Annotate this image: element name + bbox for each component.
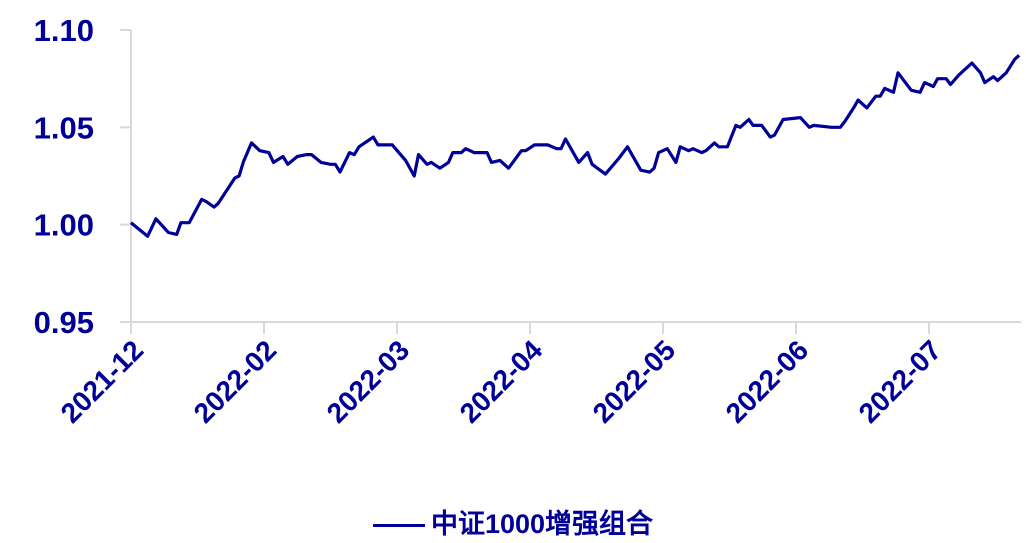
y-tick-label: 1.00 bbox=[34, 208, 94, 243]
legend-label: 中证1000增强组合 bbox=[430, 509, 654, 539]
x-tick-label: 2022-03 bbox=[321, 334, 416, 429]
line-chart: 0.95 1.00 1.05 1.10 2021-12 2022-02 2022-03 202… bbox=[34, 13, 1022, 429]
x-tick-label: 2021-12 bbox=[55, 334, 150, 429]
legend-line-swatch bbox=[372, 524, 425, 528]
x-tick-label: 2022-02 bbox=[188, 334, 283, 429]
series-line bbox=[129, 54, 1021, 238]
x-tick-label: 2022-04 bbox=[454, 334, 549, 429]
x-tick-label: 2022-06 bbox=[720, 334, 815, 429]
legend: 中证1000增强组合 bbox=[0, 502, 1026, 541]
y-tick-label: 0.95 bbox=[34, 305, 94, 340]
y-tick-label: 1.05 bbox=[34, 110, 94, 145]
x-tick-label: 2022-07 bbox=[853, 334, 948, 429]
y-tick-label: 1.10 bbox=[34, 13, 94, 48]
x-tick-label: 2022-05 bbox=[587, 334, 682, 429]
